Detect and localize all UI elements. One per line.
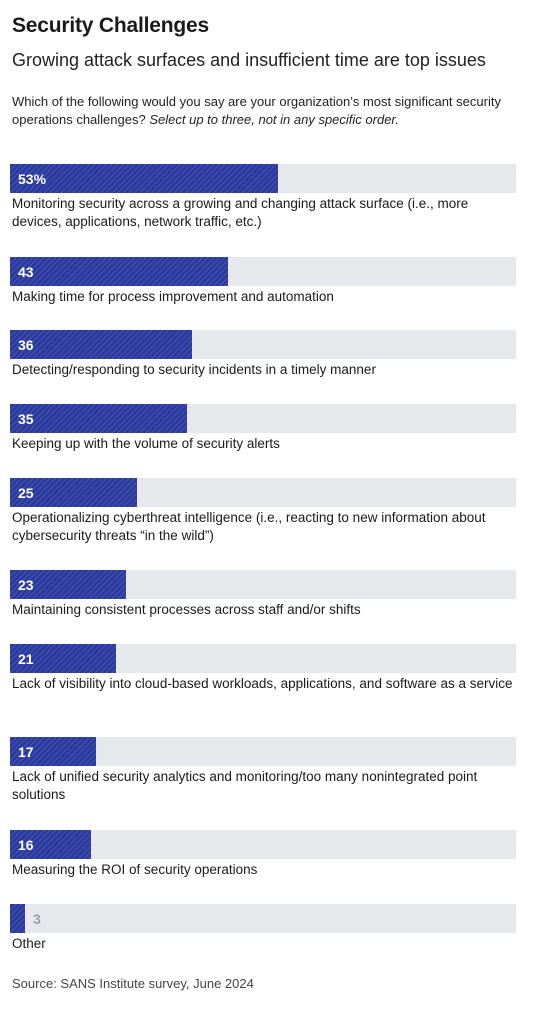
bar-value-label: 35: [18, 411, 34, 427]
bar: [10, 904, 25, 933]
category-label: Operationalizing cyberthreat intelligenc…: [12, 509, 516, 545]
bar-track: [10, 737, 516, 766]
bar: [10, 257, 228, 286]
category-label: Monitoring security across a growing and…: [12, 195, 516, 231]
bar-value-label: 16: [18, 837, 34, 853]
source-note: Source: SANS Institute survey, June 2024: [12, 976, 254, 991]
bar-value-label: 43: [18, 264, 34, 280]
bar-track: [10, 257, 516, 286]
bar: [10, 164, 278, 193]
category-label: Maintaining consistent processes across …: [12, 601, 516, 619]
bar-value-label: 21: [18, 651, 34, 667]
bar-track: [10, 904, 516, 933]
category-label: Other: [12, 935, 516, 953]
bar-value-label: 23: [18, 577, 34, 593]
bar-track: [10, 570, 516, 599]
bar-track: [10, 164, 516, 193]
category-label: Lack of visibility into cloud-based work…: [12, 675, 516, 693]
bar-track: [10, 404, 516, 433]
category-label: Detecting/responding to security inciden…: [12, 361, 516, 379]
category-label: Measuring the ROI of security operations: [12, 861, 516, 879]
category-label: Lack of unified security analytics and m…: [12, 768, 516, 804]
bar: [10, 404, 187, 433]
bar-track: [10, 330, 516, 359]
category-label: Making time for process improvement and …: [12, 288, 516, 306]
bar-track: [10, 644, 516, 673]
bar-track: [10, 830, 516, 859]
bar-track: [10, 478, 516, 507]
bar-value-label: 17: [18, 744, 34, 760]
bar-value-label: 25: [18, 485, 34, 501]
bar: [10, 330, 192, 359]
bar-value-label: 36: [18, 337, 34, 353]
bar-value-label: 3: [33, 911, 41, 927]
category-label: Keeping up with the volume of security a…: [12, 435, 516, 453]
bar-value-label: 53%: [18, 171, 46, 187]
